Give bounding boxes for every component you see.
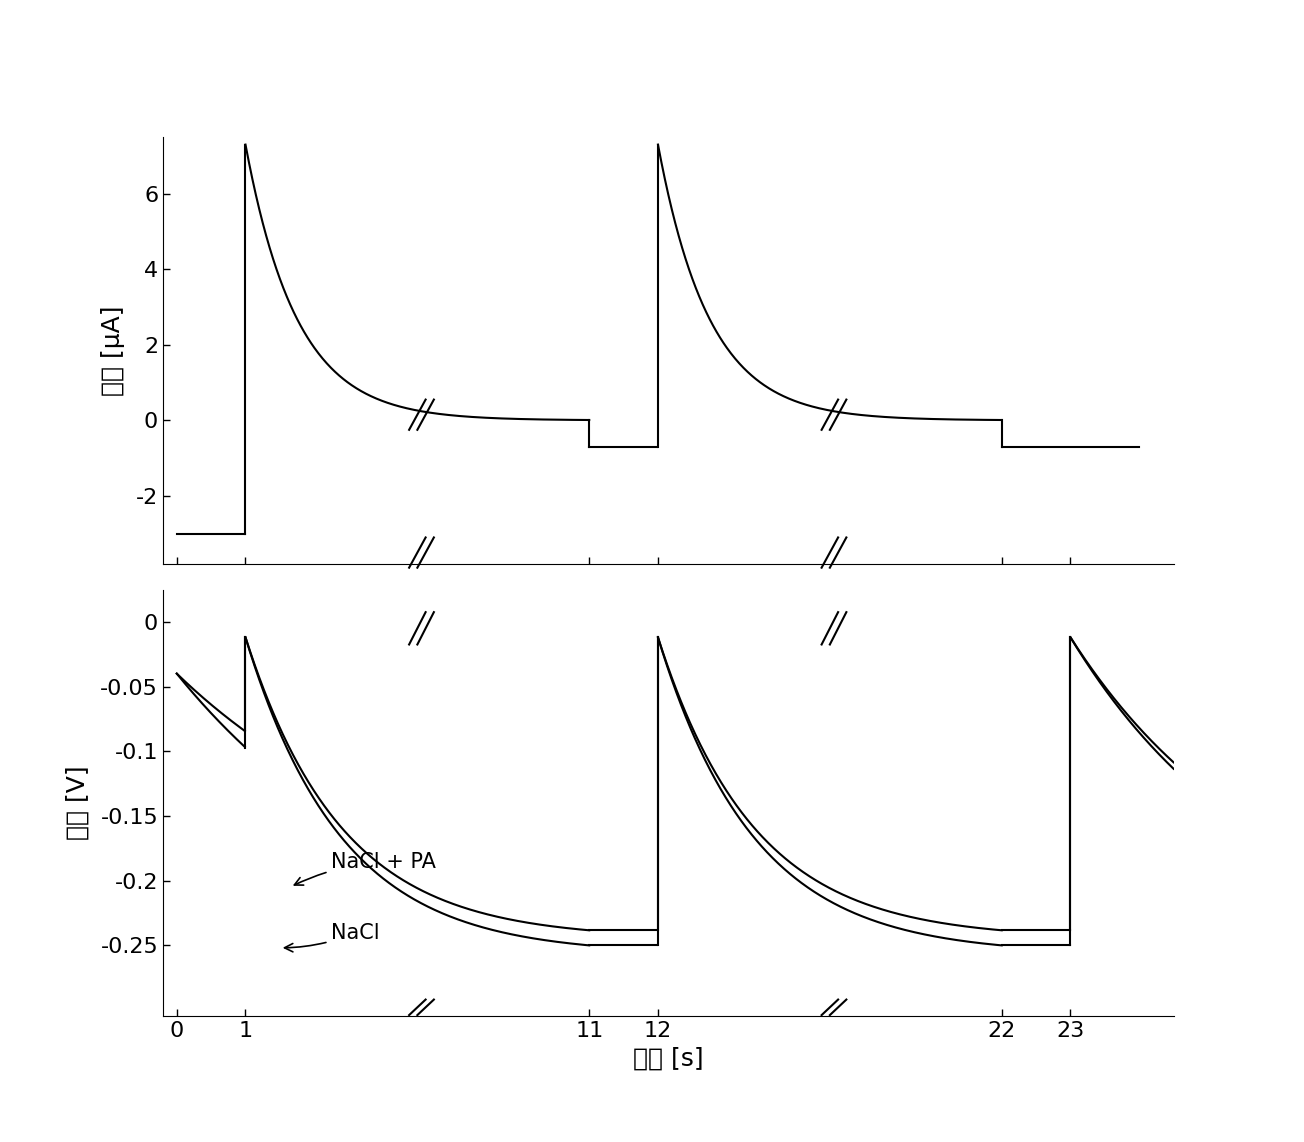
Text: NaCl + PA: NaCl + PA bbox=[295, 852, 437, 885]
Text: NaCl: NaCl bbox=[284, 923, 379, 951]
X-axis label: 时间 [s]: 时间 [s] bbox=[632, 1047, 704, 1071]
Y-axis label: 电流 [μA]: 电流 [μA] bbox=[100, 305, 125, 396]
Y-axis label: 电位 [V]: 电位 [V] bbox=[65, 765, 89, 841]
